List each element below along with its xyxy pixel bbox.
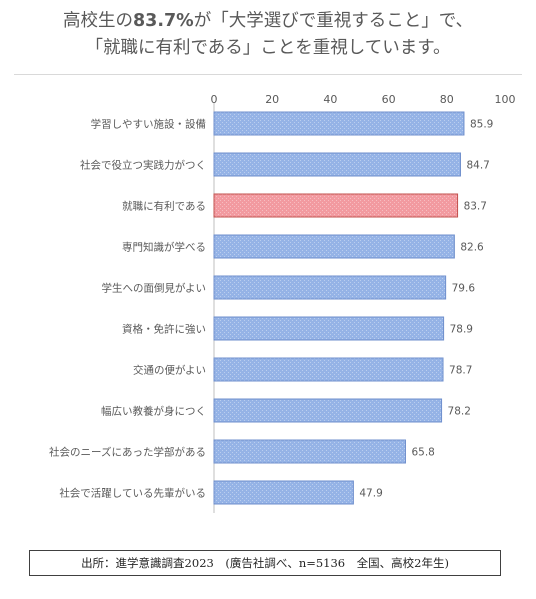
category-label: 幅広い教養が身につく <box>101 405 206 418</box>
bar-chart: 0 20 40 60 80 100 学習しやすい施設・設備 85.9 社会で役立つ実践力がつく 8… <box>49 93 516 513</box>
data-label: 83.7 <box>464 201 487 213</box>
x-tick-label: 100 <box>495 93 516 106</box>
x-tick-label: 40 <box>323 93 337 106</box>
data-label: 78.2 <box>448 406 471 418</box>
x-tick-label: 20 <box>265 93 279 106</box>
bar <box>213 398 443 423</box>
category-label: 社会のニーズにあった学部がある <box>49 446 206 459</box>
category-label: 学生への面倒見がよい <box>102 282 206 295</box>
x-tick-label: 80 <box>440 93 454 106</box>
data-label: 78.7 <box>449 365 472 377</box>
category-label: 交通の便がよい <box>133 364 206 377</box>
category-label: 社会で役立つ実践力がつく <box>80 159 206 172</box>
bar <box>213 193 459 218</box>
category-label: 学習しやすい施設・設備 <box>91 118 206 131</box>
chart-title: 高校生の83.7%が「大学選びで重視すること」で、 「就職に有利である」ことを重… <box>0 8 536 62</box>
category-label: 就職に有利である <box>122 200 206 213</box>
title-highlight: 83.7% <box>132 11 194 31</box>
title-line-2: 「就職に有利である」ことを重視しています。 <box>85 38 451 58</box>
bar <box>213 439 406 464</box>
bar <box>213 275 447 300</box>
x-tick-label: 60 <box>382 93 396 106</box>
x-tick-label: 0 <box>211 93 218 106</box>
data-label: 47.9 <box>359 488 382 500</box>
bar <box>213 234 455 259</box>
category-label: 社会で活躍している先輩がいる <box>59 487 206 500</box>
data-label: 65.8 <box>411 447 434 459</box>
data-label: 82.6 <box>460 242 484 254</box>
data-label: 79.6 <box>452 283 476 295</box>
title-line-1: 高校生の83.7%が「大学選びで重視すること」で、 <box>62 11 474 31</box>
source-note: 出所：進学意識調査2023 (廣告社調べ、n=5136 全国、高校2年生) <box>29 550 501 576</box>
category-label: 専門知識が学べる <box>122 241 206 254</box>
bar <box>213 480 354 505</box>
title-divider <box>14 74 522 75</box>
data-label: 85.9 <box>470 119 493 131</box>
bar <box>213 357 444 382</box>
data-label: 78.9 <box>450 324 473 336</box>
category-label: 資格・免許に強い <box>122 323 206 336</box>
bar <box>213 152 461 177</box>
bar <box>213 111 465 136</box>
data-label: 84.7 <box>466 160 489 172</box>
bar <box>213 316 445 341</box>
